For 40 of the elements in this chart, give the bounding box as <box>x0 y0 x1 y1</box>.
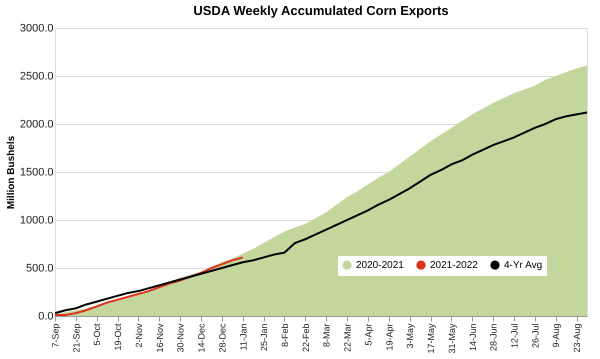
x-tick-label: 2-Nov <box>134 323 144 348</box>
x-tick-label: 28-Jun <box>488 324 499 352</box>
y-tick-label: 2500.0 <box>20 70 54 82</box>
x-tick-label: 22-Mar <box>342 324 353 352</box>
x-tick-label: 19-Apr <box>384 324 394 351</box>
y-axis-title: Million Bushels <box>6 135 17 210</box>
x-tick-label: 11-Jan <box>238 324 248 350</box>
x-tick-label: 30-Nov <box>176 323 186 353</box>
x-tick-label: 8-Mar <box>322 324 332 348</box>
y-tick-label: 1500.0 <box>20 166 54 178</box>
y-tick-label: 2000.0 <box>20 118 54 130</box>
x-tick-label: 31-May <box>446 323 457 354</box>
x-tick-label: 3-May <box>405 323 416 349</box>
x-tick-label: 26-Jul <box>530 324 540 348</box>
x-tick-label: 17-May <box>426 323 436 354</box>
x-tick-label: 5-Apr <box>363 324 374 346</box>
x-tick-label: 21-Sep <box>71 324 82 353</box>
chart-title: USDA Weekly Accumulated Corn Exports <box>193 3 449 18</box>
x-tick-label: 5-Oct <box>92 323 102 346</box>
x-tick-label: 16-Nov <box>154 323 165 353</box>
x-tick-label: 23-Aug <box>572 324 582 353</box>
x-tick-label: 9-Aug <box>551 324 562 348</box>
y-tick-label: 1000.0 <box>20 214 54 226</box>
y-tick-label: 0.0 <box>38 310 54 322</box>
legend-label: 4-Yr Avg <box>504 260 542 272</box>
y-tick-label: 3000.0 <box>20 22 54 34</box>
x-tick-label: 22-Feb <box>300 324 311 352</box>
x-tick-label: 25-Jan <box>259 324 270 352</box>
legend-label: 2020-2021 <box>356 260 404 272</box>
x-tick-label: 14-Jun <box>468 324 478 352</box>
line-series <box>54 111 588 314</box>
y-tick-label: 500.0 <box>26 262 54 274</box>
x-tick-label: 8-Feb <box>280 324 290 348</box>
x-tick-label: 14-Dec <box>196 323 207 353</box>
x-tick-label: 28-Dec <box>217 323 228 353</box>
line-series <box>54 256 244 316</box>
legend-label: 2021-2022 <box>430 260 478 272</box>
x-tick-label: 7-Sep <box>50 324 60 348</box>
x-tick-label: 19-Oct <box>113 323 124 351</box>
x-tick-label: 12-Jul <box>509 324 520 348</box>
